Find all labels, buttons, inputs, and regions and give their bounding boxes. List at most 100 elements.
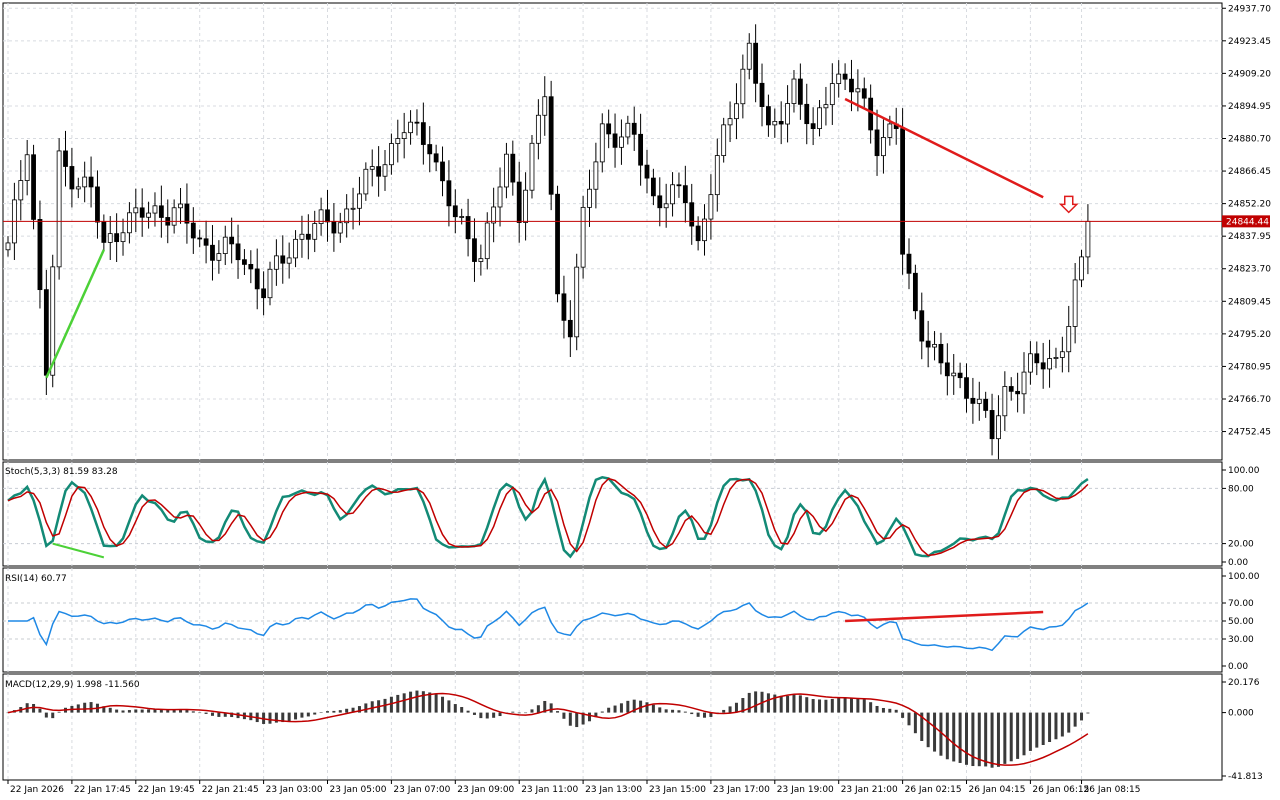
macd-bar (792, 694, 796, 713)
macd-bar (671, 709, 675, 713)
candle (299, 215, 305, 258)
candle-body (357, 193, 362, 209)
candle (989, 393, 995, 456)
macd-bar (607, 707, 611, 713)
candle (1079, 249, 1084, 288)
macd-bar (933, 712, 937, 752)
candle-body (1066, 326, 1072, 353)
candle (363, 162, 369, 201)
candle-body (951, 372, 957, 377)
candle (810, 107, 816, 146)
macd-bar (517, 712, 521, 714)
candle (644, 149, 650, 194)
macd-bar (51, 712, 55, 719)
candle-body (964, 377, 969, 399)
candle (369, 149, 375, 187)
macd-bar (862, 699, 866, 713)
candle-body (337, 222, 343, 234)
rsi-panel[interactable] (3, 598, 1222, 652)
macd-bar (1022, 712, 1026, 756)
price-panel[interactable]: 24844.44 (3, 24, 1270, 460)
macd-bar (901, 712, 905, 718)
candle-body (497, 186, 503, 208)
candle (1034, 341, 1040, 376)
y-tick-label-price: 24809.45 (1228, 297, 1271, 307)
candle-body (785, 103, 790, 125)
candle (925, 320, 931, 368)
candle-body (114, 233, 120, 243)
candle-body (50, 266, 56, 376)
candle-body (574, 266, 580, 338)
candle (1047, 339, 1052, 388)
macd-bar (1009, 712, 1013, 762)
macd-bar (389, 696, 393, 713)
candle (964, 363, 969, 413)
macd-bar (294, 712, 298, 720)
candle (542, 76, 548, 136)
candle (708, 174, 714, 240)
candle-body (900, 128, 905, 255)
candle-body (210, 244, 215, 261)
macd-bar (127, 710, 131, 713)
macd-bar (965, 712, 968, 765)
candle-body (158, 205, 164, 218)
candle-body (388, 143, 394, 166)
candle (957, 362, 963, 389)
macd-bar (734, 702, 738, 713)
candle (663, 183, 669, 228)
price-trendline[interactable] (45, 249, 105, 379)
candle (676, 172, 682, 198)
stoch-trendline[interactable] (52, 542, 105, 559)
panel-frame-rsi (2, 567, 1223, 673)
candle (337, 212, 343, 243)
candle-body (1079, 256, 1084, 281)
macd-bar (875, 705, 879, 713)
candle (625, 115, 631, 145)
candle (395, 119, 401, 163)
candle-body (874, 129, 880, 157)
candle (139, 188, 145, 237)
candle (951, 354, 957, 395)
macd-bar (575, 712, 579, 728)
current-price-label: 24844.44 (1226, 217, 1269, 227)
candle-body (976, 398, 982, 404)
candle-body (395, 138, 401, 144)
candle (567, 300, 573, 358)
candle (759, 63, 765, 127)
x-tick-label: 22 Jan 21:45 (202, 785, 259, 795)
candle (740, 54, 746, 119)
candle (63, 130, 68, 187)
price-trendline[interactable] (844, 97, 1044, 199)
candle (427, 126, 433, 173)
macd-bar (479, 712, 483, 719)
candle-body (82, 176, 88, 188)
macd-bar (166, 710, 170, 713)
candle-body (1008, 386, 1014, 392)
candle-body (663, 203, 669, 209)
candle (222, 225, 228, 266)
macd-bar (1048, 712, 1052, 742)
candle (1040, 342, 1046, 389)
macd-bar (843, 697, 847, 713)
macd-bar (619, 703, 623, 713)
macd-bar (472, 712, 476, 715)
macd-bar (549, 703, 553, 713)
candle-body (989, 410, 995, 440)
macd-bar (134, 709, 138, 713)
stochastic-panel[interactable] (3, 476, 1222, 559)
candle-body (1021, 371, 1027, 395)
macd-bar (179, 709, 183, 713)
macd-bar (38, 708, 42, 713)
macd-panel[interactable] (6, 690, 1090, 768)
macd-bar (159, 709, 163, 713)
candle (836, 60, 842, 98)
candle-body (440, 161, 445, 182)
macd-bar (460, 707, 464, 713)
candle (408, 110, 413, 145)
macd-bar (754, 691, 758, 713)
macd-bar (645, 702, 649, 713)
candle-body (1085, 220, 1091, 258)
rsi-trendline[interactable] (845, 610, 1044, 623)
candle (433, 144, 439, 172)
